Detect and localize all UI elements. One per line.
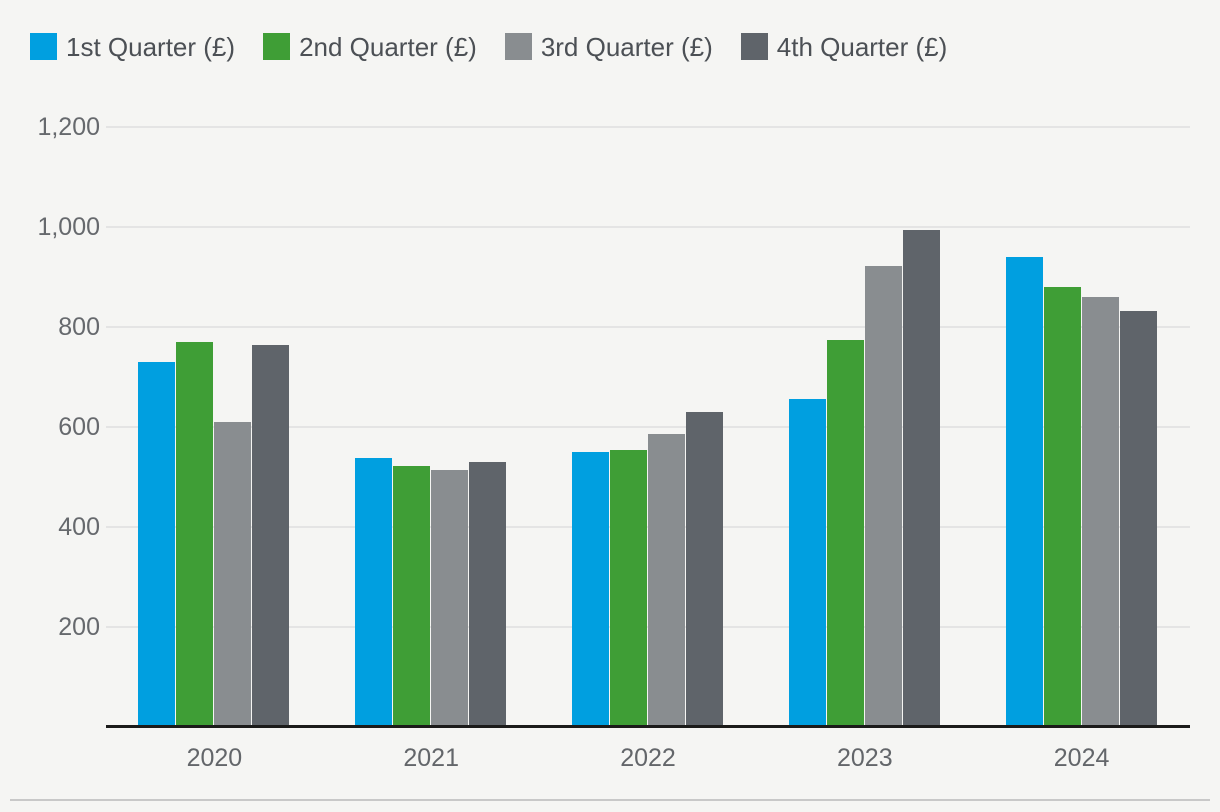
- bar-2020-series-1: [138, 362, 176, 727]
- x-axis-label-2023: 2023: [836, 744, 893, 772]
- y-tick-label-1200: 1,200: [37, 113, 100, 141]
- bar-2022-series-3: [648, 433, 685, 727]
- bar-2024-series-3: [1081, 297, 1119, 727]
- x-axis-line: [106, 725, 1190, 728]
- legend-label-q1: 1st Quarter (£): [66, 31, 236, 62]
- legend-label-q4: 4th Quarter (£): [776, 31, 948, 62]
- legend-item-q4: 4th Quarter (£): [740, 31, 948, 62]
- legend-label-q3: 3rd Quarter (£): [540, 31, 713, 62]
- bar-2023-series-1: [788, 398, 826, 727]
- bottom-divider: [10, 799, 1210, 801]
- bar-2023-series-4: [902, 230, 940, 727]
- x-axis-label-2020: 2020: [186, 744, 243, 772]
- bar-2020-series-2: [176, 342, 214, 727]
- bar-2021-series-1: [355, 458, 393, 727]
- gridline-1000: [106, 226, 1190, 228]
- chart-legend: 1st Quarter (£) 2nd Quarter (£) 3rd Quar…: [30, 33, 947, 60]
- legend-item-q1: 1st Quarter (£): [30, 33, 235, 60]
- bar-2024-series-4: [1119, 311, 1157, 727]
- bar-2020-series-3: [214, 422, 252, 727]
- gridline-800: [106, 326, 1190, 328]
- bar-2022-series-4: [686, 412, 723, 727]
- bar-2024-series-1: [1005, 257, 1043, 727]
- y-tick-label-400: 400: [58, 513, 100, 541]
- y-tick-label-1000: 1,000: [37, 213, 100, 241]
- bar-2021-series-3: [431, 469, 469, 727]
- gridline-1200: [106, 126, 1190, 128]
- bar-2023-series-2: [826, 339, 864, 727]
- gridline-600: [106, 426, 1190, 428]
- bar-2022-series-2: [610, 450, 647, 727]
- bar-2020-series-4: [252, 344, 290, 727]
- bar-2022-series-1: [572, 452, 609, 727]
- x-axis-label-2022: 2022: [620, 744, 676, 772]
- x-axis-label-2021: 2021: [403, 744, 459, 772]
- legend-swatch-q4-icon: [740, 33, 768, 60]
- legend-item-q3: 3rd Quarter (£): [504, 31, 713, 62]
- legend-label-q2: 2nd Quarter (£): [299, 31, 477, 62]
- legend-swatch-q1-icon: [30, 33, 57, 60]
- y-tick-label-800: 800: [58, 313, 100, 341]
- bar-2021-series-4: [469, 462, 507, 727]
- legend-swatch-q2-icon: [263, 33, 291, 60]
- bar-2021-series-2: [393, 466, 431, 727]
- legend-swatch-q3-icon: [504, 33, 532, 60]
- x-axis-label-2024: 2024: [1053, 744, 1110, 772]
- legend-item-q2: 2nd Quarter (£): [263, 33, 477, 60]
- y-tick-label-200: 200: [58, 613, 100, 641]
- bar-2024-series-2: [1043, 287, 1081, 727]
- bar-2023-series-3: [864, 266, 902, 727]
- y-tick-label-600: 600: [58, 413, 100, 441]
